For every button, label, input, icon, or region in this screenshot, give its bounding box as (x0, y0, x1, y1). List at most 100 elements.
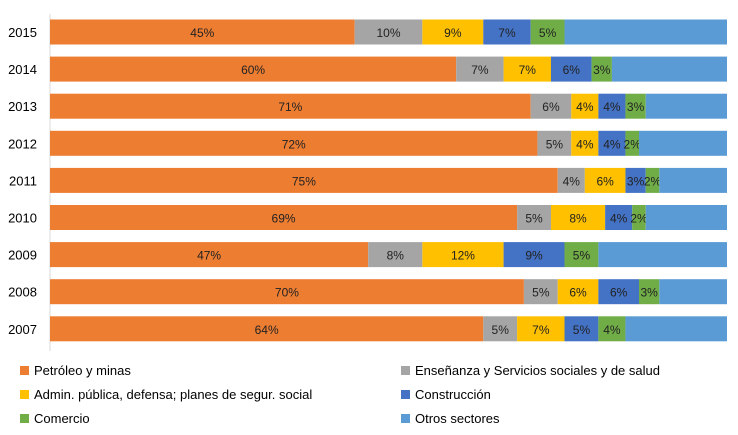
legend-swatch (20, 366, 29, 375)
legend-item: Petróleo y minas (20, 363, 131, 378)
bar-segment (625, 167, 646, 193)
data-label: 5% (492, 323, 510, 337)
bar-segment (50, 279, 524, 305)
bar-segment (557, 167, 585, 193)
legend-item: Otros sectores (401, 411, 500, 426)
bar-segment (645, 93, 727, 119)
data-label: 3% (593, 63, 611, 77)
data-label: 6% (563, 63, 581, 77)
bar-segment (50, 93, 531, 119)
y-tick-label: 2009 (8, 248, 37, 263)
bar-segment (354, 19, 423, 45)
bar-segment (645, 167, 660, 193)
data-label: 3% (640, 286, 658, 300)
data-label: 8% (569, 212, 587, 226)
bar-segment (503, 242, 565, 268)
bar-segment (50, 205, 518, 230)
data-label: 5% (573, 323, 591, 337)
bar-segment (517, 316, 565, 342)
data-label: 71% (278, 100, 302, 114)
bar-segment (50, 130, 538, 156)
bar-segment (564, 242, 599, 268)
legend-swatch (401, 414, 410, 423)
data-label: 8% (387, 249, 405, 263)
data-label: 4% (576, 137, 594, 151)
bar-segment (50, 19, 355, 45)
y-tick-label: 2015 (8, 25, 37, 40)
legend-item: Construcción (401, 387, 491, 402)
bar-segment (598, 130, 626, 156)
bar-segment (638, 130, 727, 156)
bar-segment (659, 167, 727, 193)
bar-segment (530, 19, 565, 45)
data-label: 5% (532, 286, 550, 300)
y-tick-label: 2007 (8, 322, 37, 337)
data-label: 7% (498, 26, 516, 40)
bar-segment (50, 56, 457, 82)
data-label: 3% (627, 174, 645, 188)
data-label: 3% (627, 100, 645, 114)
bar-segment (517, 205, 551, 230)
bar-segment (659, 279, 727, 305)
bar-segment (550, 205, 606, 230)
y-tick-label: 2008 (8, 285, 37, 300)
bar-segment (638, 279, 660, 305)
bar-segment (598, 316, 626, 342)
legend-label: Petróleo y minas (34, 363, 131, 378)
bar-segment (422, 242, 504, 268)
data-label: 70% (275, 286, 299, 300)
bar-segment (537, 130, 572, 156)
data-label: 2% (624, 137, 642, 151)
bar-segment (598, 93, 626, 119)
bar-segment (564, 316, 599, 342)
data-label: 5% (539, 26, 557, 40)
data-label: 4% (610, 212, 628, 226)
legend-label: Enseñanza y Servicios sociales y de salu… (415, 363, 660, 378)
data-label: 4% (603, 100, 621, 114)
data-label: 4% (563, 174, 581, 188)
y-tick-label: 2014 (8, 62, 37, 77)
legend-item: Comercio (20, 411, 90, 426)
data-label: 6% (596, 174, 614, 188)
legend-label: Comercio (34, 411, 90, 426)
data-label: 10% (376, 26, 400, 40)
data-label: 72% (282, 137, 306, 151)
bar-segment (571, 93, 599, 119)
data-label: 9% (444, 26, 462, 40)
data-label: 4% (576, 100, 594, 114)
legend: Petróleo y minas Enseñanza y Servicios so… (0, 358, 738, 435)
legend-item: Admin. pública, defensa; planes de segur… (20, 387, 312, 402)
bar-segment (611, 56, 727, 82)
legend-item: Enseñanza y Servicios sociales y de salu… (401, 363, 660, 378)
bar-segment (625, 93, 646, 119)
data-label: 64% (255, 323, 279, 337)
data-label: 4% (603, 137, 621, 151)
bar-segment (456, 56, 504, 82)
bar-segment (530, 93, 572, 119)
bar-segment (625, 130, 639, 156)
data-label: 7% (519, 63, 537, 77)
data-label: 5% (546, 137, 564, 151)
bar-segment (632, 205, 646, 230)
y-tick-label: 2013 (8, 99, 37, 114)
bar-segment (557, 279, 599, 305)
data-label: 6% (610, 286, 628, 300)
data-label: 4% (603, 323, 621, 337)
bar-segment (483, 19, 531, 45)
y-tick-label: 2012 (8, 136, 37, 151)
data-label: 6% (569, 286, 587, 300)
data-label: 69% (272, 212, 296, 226)
legend-label: Construcción (415, 387, 491, 402)
legend-label: Admin. pública, defensa; planes de segur… (34, 387, 313, 402)
bar-segment (483, 316, 518, 342)
legend-label: Otros sectores (415, 411, 500, 426)
data-label: 7% (532, 323, 550, 337)
legend-swatch (401, 366, 410, 375)
bar-segment (598, 242, 727, 268)
bar-segment (605, 205, 633, 230)
data-label: 75% (292, 174, 316, 188)
data-label: 47% (197, 249, 221, 263)
bar-segment (598, 279, 639, 305)
bar-segment (645, 205, 727, 230)
legend-swatch (401, 390, 410, 399)
